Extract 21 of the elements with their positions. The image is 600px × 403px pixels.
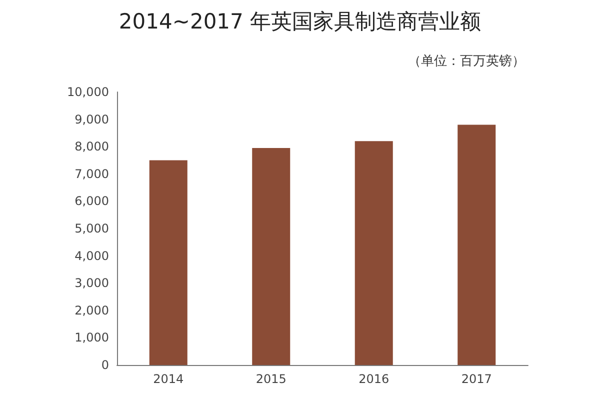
y-tick-label: 6,000 (74, 194, 109, 208)
y-tick-label: 8,000 (74, 140, 109, 154)
bar (149, 160, 188, 365)
y-tick-label: 4,000 (74, 248, 109, 263)
y-tick-label: 3,000 (74, 276, 109, 290)
y-tick-label: 5,000 (74, 222, 109, 236)
y-tick-label: 9,000 (74, 112, 109, 126)
x-tick-label: 2015 (256, 372, 286, 386)
y-tick-label: 1,000 (74, 330, 109, 345)
x-tick-label: 2016 (358, 372, 390, 386)
bar (252, 148, 290, 365)
y-tick-label: 10,000 (67, 85, 109, 99)
bar (354, 141, 393, 365)
x-tick-label: 2014 (153, 372, 184, 386)
bar (458, 124, 496, 365)
y-tick-label: 0 (101, 358, 109, 372)
chart-title: 2014~2017 年英国家具制造商营业额 (118, 10, 482, 34)
chart-subtitle: （单位：百万英镑） (408, 54, 525, 69)
y-tick-label: 7,000 (74, 166, 109, 181)
y-tick-label: 2,000 (74, 303, 109, 318)
x-tick-label: 2017 (461, 372, 492, 386)
